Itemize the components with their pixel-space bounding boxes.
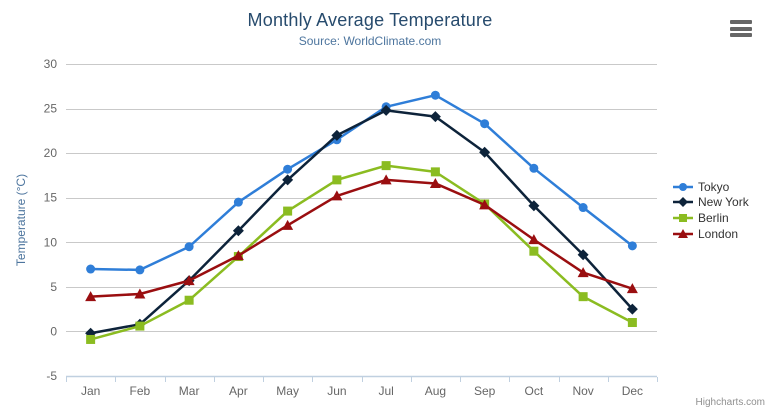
data-point[interactable] xyxy=(626,283,638,294)
data-point[interactable] xyxy=(331,129,343,141)
data-point[interactable] xyxy=(430,167,440,177)
data-point[interactable] xyxy=(282,219,294,230)
legend-label: Tokyo xyxy=(698,179,730,194)
data-point[interactable] xyxy=(85,291,97,302)
x-axis-label: Jun xyxy=(327,384,346,398)
data-point[interactable] xyxy=(135,265,145,275)
circle-marker-icon xyxy=(673,182,693,191)
series-new-york xyxy=(85,104,638,339)
series-line xyxy=(90,178,633,298)
data-point[interactable] xyxy=(282,174,294,186)
y-axis-label: 0 xyxy=(50,324,57,338)
data-point[interactable] xyxy=(232,250,244,261)
x-axis-label: Oct xyxy=(525,384,544,398)
legend-label: New York xyxy=(698,195,749,210)
square-marker-icon xyxy=(673,213,693,222)
data-point[interactable] xyxy=(528,200,540,212)
x-axis-label: Nov xyxy=(572,384,593,398)
data-point[interactable] xyxy=(529,246,539,256)
data-point[interactable] xyxy=(479,146,491,158)
legend-label: London xyxy=(698,226,739,241)
data-point[interactable] xyxy=(232,225,244,237)
chart-subtitle: Source: WorldClimate.com xyxy=(298,34,442,48)
data-point[interactable] xyxy=(529,163,539,173)
data-point[interactable] xyxy=(381,161,391,171)
data-point[interactable] xyxy=(184,295,194,305)
triangle-marker-icon xyxy=(673,228,693,238)
data-point[interactable] xyxy=(429,177,441,188)
y-axis-label: 30 xyxy=(44,57,58,71)
data-point[interactable] xyxy=(283,206,293,216)
hamburger-icon xyxy=(730,33,752,37)
legend-item-berlin[interactable]: Berlin xyxy=(673,210,749,226)
data-point[interactable] xyxy=(578,203,588,213)
data-point[interactable] xyxy=(626,303,638,315)
credits-link[interactable]: Highcharts.com xyxy=(695,397,765,408)
y-axis-label: 10 xyxy=(44,235,58,249)
y-axis-label: 20 xyxy=(44,146,58,160)
x-axis-label: Jul xyxy=(378,384,393,398)
x-axis-label: May xyxy=(276,384,299,398)
x-axis-label: Sep xyxy=(474,384,496,398)
hamburger-icon xyxy=(730,26,752,31)
data-point[interactable] xyxy=(380,174,392,185)
series-line xyxy=(90,164,633,341)
data-point[interactable] xyxy=(429,111,441,123)
data-point[interactable] xyxy=(627,241,637,251)
data-point[interactable] xyxy=(233,197,243,207)
export-menu-button[interactable] xyxy=(730,20,754,37)
data-point[interactable] xyxy=(480,119,490,129)
data-point[interactable] xyxy=(184,242,194,252)
y-axis-label: 25 xyxy=(44,102,58,116)
data-point[interactable] xyxy=(430,90,440,100)
chart-title: Monthly Average Temperature xyxy=(247,10,493,30)
data-point xyxy=(678,197,688,208)
data-point[interactable] xyxy=(86,334,96,344)
data-point[interactable] xyxy=(183,275,195,286)
data-point xyxy=(678,228,688,238)
data-point xyxy=(679,213,687,222)
series-line xyxy=(90,109,634,335)
x-axis-label: Aug xyxy=(425,384,446,398)
x-axis-label: Apr xyxy=(229,384,248,398)
x-axis-label: Jan xyxy=(81,384,100,398)
data-point[interactable] xyxy=(578,292,588,302)
legend-item-new-york[interactable]: New York xyxy=(673,195,749,211)
y-axis-label: 5 xyxy=(50,280,57,294)
x-axis-label: Feb xyxy=(130,384,151,398)
data-point[interactable] xyxy=(479,199,491,210)
data-point[interactable] xyxy=(134,288,146,299)
data-point[interactable] xyxy=(86,264,96,274)
data-point[interactable] xyxy=(135,321,145,331)
x-axis-label: Mar xyxy=(179,384,200,398)
data-point xyxy=(679,182,687,191)
data-point[interactable] xyxy=(283,164,293,174)
y-axis-title: Temperature (°C) xyxy=(14,174,28,266)
data-point[interactable] xyxy=(380,104,392,116)
data-point[interactable] xyxy=(528,234,540,245)
series-line xyxy=(90,93,634,272)
series-tokyo xyxy=(86,90,637,275)
legend-label: Berlin xyxy=(698,210,729,225)
legend: Tokyo New York Berlin London xyxy=(673,179,749,241)
data-point[interactable] xyxy=(627,318,637,328)
legend-item-tokyo[interactable]: Tokyo xyxy=(673,179,749,195)
data-point[interactable] xyxy=(577,267,589,278)
y-axis-label: -5 xyxy=(46,369,57,383)
data-point[interactable] xyxy=(331,190,343,201)
data-point[interactable] xyxy=(577,249,589,261)
series-london xyxy=(85,174,638,302)
legend-item-london[interactable]: London xyxy=(673,226,749,242)
diamond-marker-icon xyxy=(673,197,693,208)
y-axis-label: 15 xyxy=(44,191,58,205)
x-axis-label: Dec xyxy=(622,384,643,398)
hamburger-icon xyxy=(730,20,752,24)
data-point[interactable] xyxy=(332,175,342,185)
